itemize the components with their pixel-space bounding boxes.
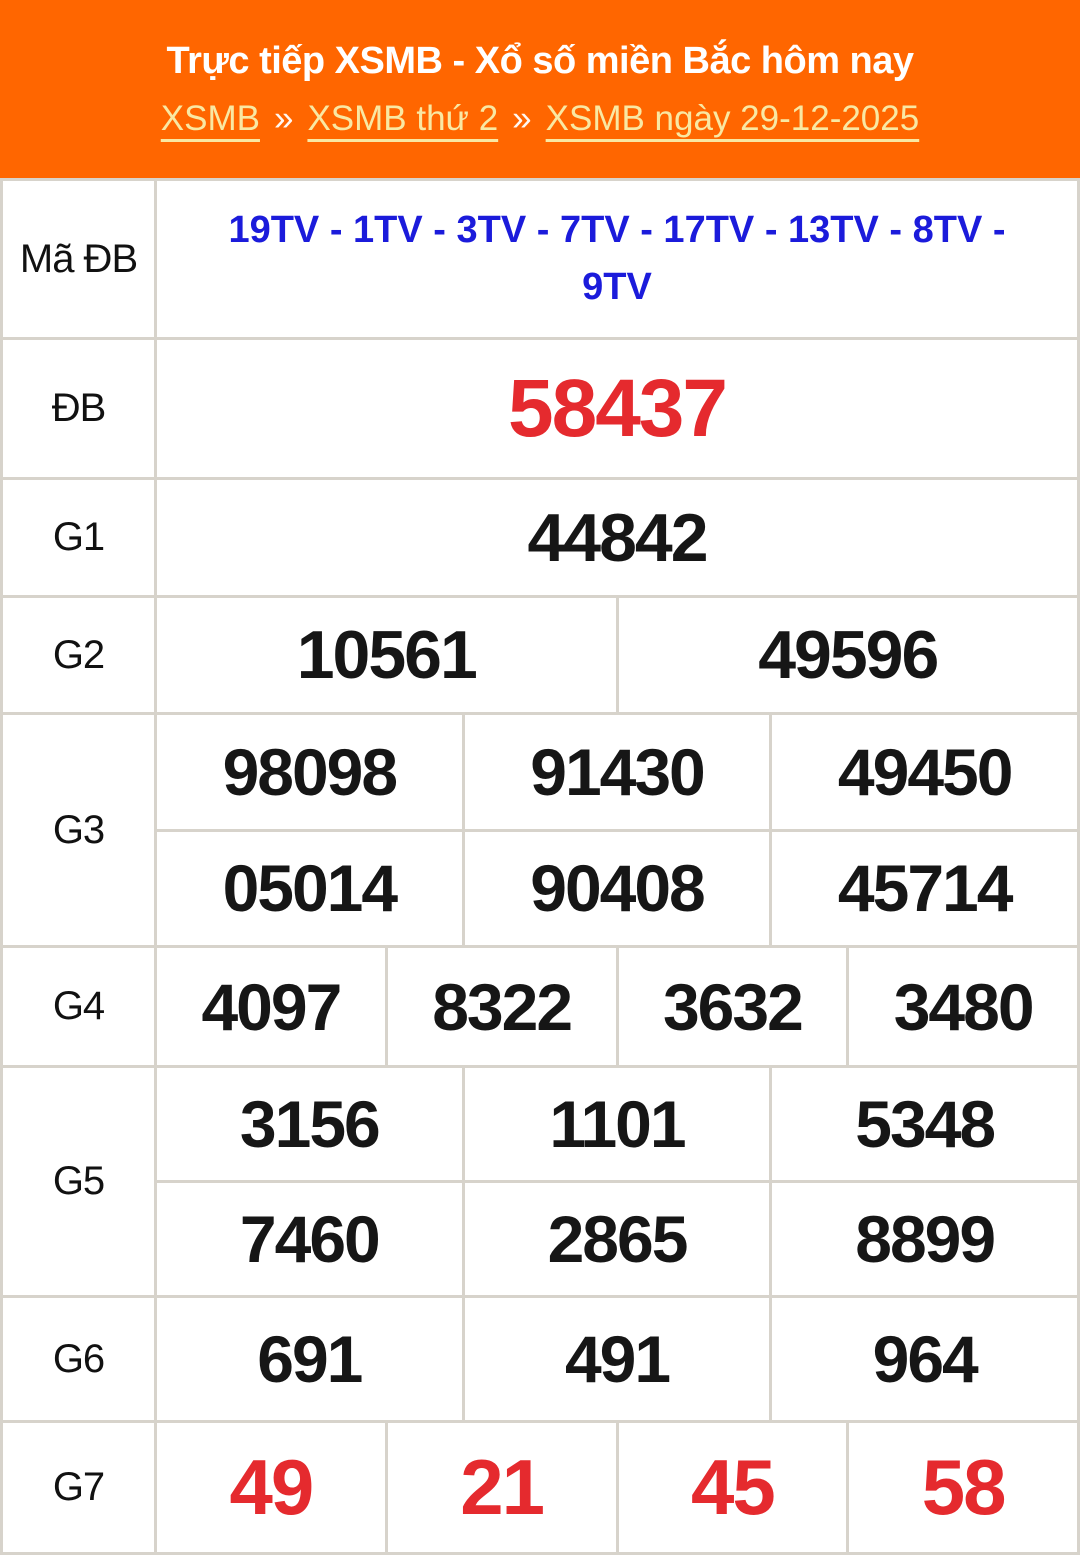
prize-number: 691	[257, 1322, 363, 1396]
prize-number: 5348	[769, 1068, 1077, 1180]
prize-number: 491	[461, 1298, 770, 1420]
prize-number: 91430	[461, 715, 770, 829]
special-code-value: 19TV - 1TV - 3TV - 7TV - 17TV - 13TV - 8…	[228, 209, 1006, 308]
prize-label-g3: G3	[3, 715, 157, 945]
breadcrumb-link-xsmb-ngay[interactable]: XSMB ngày 29-12-2025	[545, 98, 920, 138]
prize-label-g1: G1	[3, 480, 157, 595]
prize-number: 4097	[201, 969, 342, 1044]
g3-subrow-2: 05014 90408 45714	[157, 828, 1077, 945]
prize-label-g7: G7	[3, 1423, 157, 1552]
row-g2: G2 10561 49596	[3, 598, 1077, 715]
g5-subrow-2: 7460 2865 8899	[157, 1180, 1077, 1295]
prize-number: 8322	[384, 948, 616, 1065]
prize-number: 2865	[461, 1183, 770, 1295]
prize-label-g4: G4	[3, 948, 157, 1065]
breadcrumb-separator: »	[273, 98, 294, 138]
results-table: Mã ĐB 19TV - 1TV - 3TV - 7TV - 17TV - 13…	[0, 178, 1080, 1555]
prize-number: 3480	[846, 948, 1077, 1065]
prize-label-g6: G6	[3, 1298, 157, 1420]
g3-subrow-1: 98098 91430 49450	[157, 715, 1077, 829]
prize-number: 58	[846, 1423, 1077, 1552]
prize-number: 7460	[239, 1202, 381, 1276]
prize-number: 21	[384, 1423, 616, 1552]
prize-number: 45	[615, 1423, 847, 1552]
row-g3: G3 98098 91430 49450 05014 90408 45714	[3, 715, 1077, 948]
breadcrumb: XSMB » XSMB thứ 2 » XSMB ngày 29-12-2025	[161, 99, 919, 139]
row-g6: G6 691 491 964	[3, 1298, 1077, 1423]
prize-number: 3156	[239, 1087, 381, 1161]
row-g7: G7 49 21 45 58	[3, 1423, 1077, 1555]
row-db: ĐB 58437	[3, 340, 1077, 480]
prize-number-db: 58437	[507, 362, 728, 454]
prize-number: 45714	[769, 831, 1077, 945]
breadcrumb-separator: »	[512, 98, 532, 138]
prize-label-db: ĐB	[3, 340, 157, 477]
prize-label-ma-db: Mã ĐB	[3, 181, 157, 337]
prize-number: 10561	[296, 617, 478, 693]
prize-number: 05014	[222, 851, 399, 926]
prize-number: 98098	[222, 734, 399, 809]
breadcrumb-link-xsmb[interactable]: XSMB	[160, 98, 260, 138]
prize-label-g5: G5	[3, 1068, 157, 1295]
prize-number: 8899	[769, 1183, 1077, 1295]
page-title: Trực tiếp XSMB - Xổ số miền Bắc hôm nay	[166, 39, 914, 82]
row-g1: G1 44842	[3, 480, 1077, 598]
prize-label-g2: G2	[3, 598, 157, 712]
g5-subrow-1: 3156 1101 5348	[157, 1068, 1077, 1180]
prize-number: 90408	[461, 831, 770, 945]
prize-number: 49450	[769, 715, 1077, 829]
page-header: Trực tiếp XSMB - Xổ số miền Bắc hôm nay …	[0, 0, 1080, 178]
prize-number: 49	[229, 1443, 314, 1531]
prize-number: 964	[769, 1298, 1077, 1420]
prize-number: 1101	[461, 1068, 770, 1180]
prize-number: 3632	[615, 948, 847, 1065]
row-g4: G4 4097 8322 3632 3480	[3, 948, 1077, 1068]
row-ma-db: Mã ĐB 19TV - 1TV - 3TV - 7TV - 17TV - 13…	[3, 181, 1077, 340]
prize-number: 49596	[615, 598, 1078, 712]
breadcrumb-link-xsmb-thu-2[interactable]: XSMB thứ 2	[307, 98, 499, 138]
row-g5: G5 3156 1101 5348 7460 2865 8899	[3, 1068, 1077, 1298]
prize-number: 44842	[527, 499, 708, 576]
